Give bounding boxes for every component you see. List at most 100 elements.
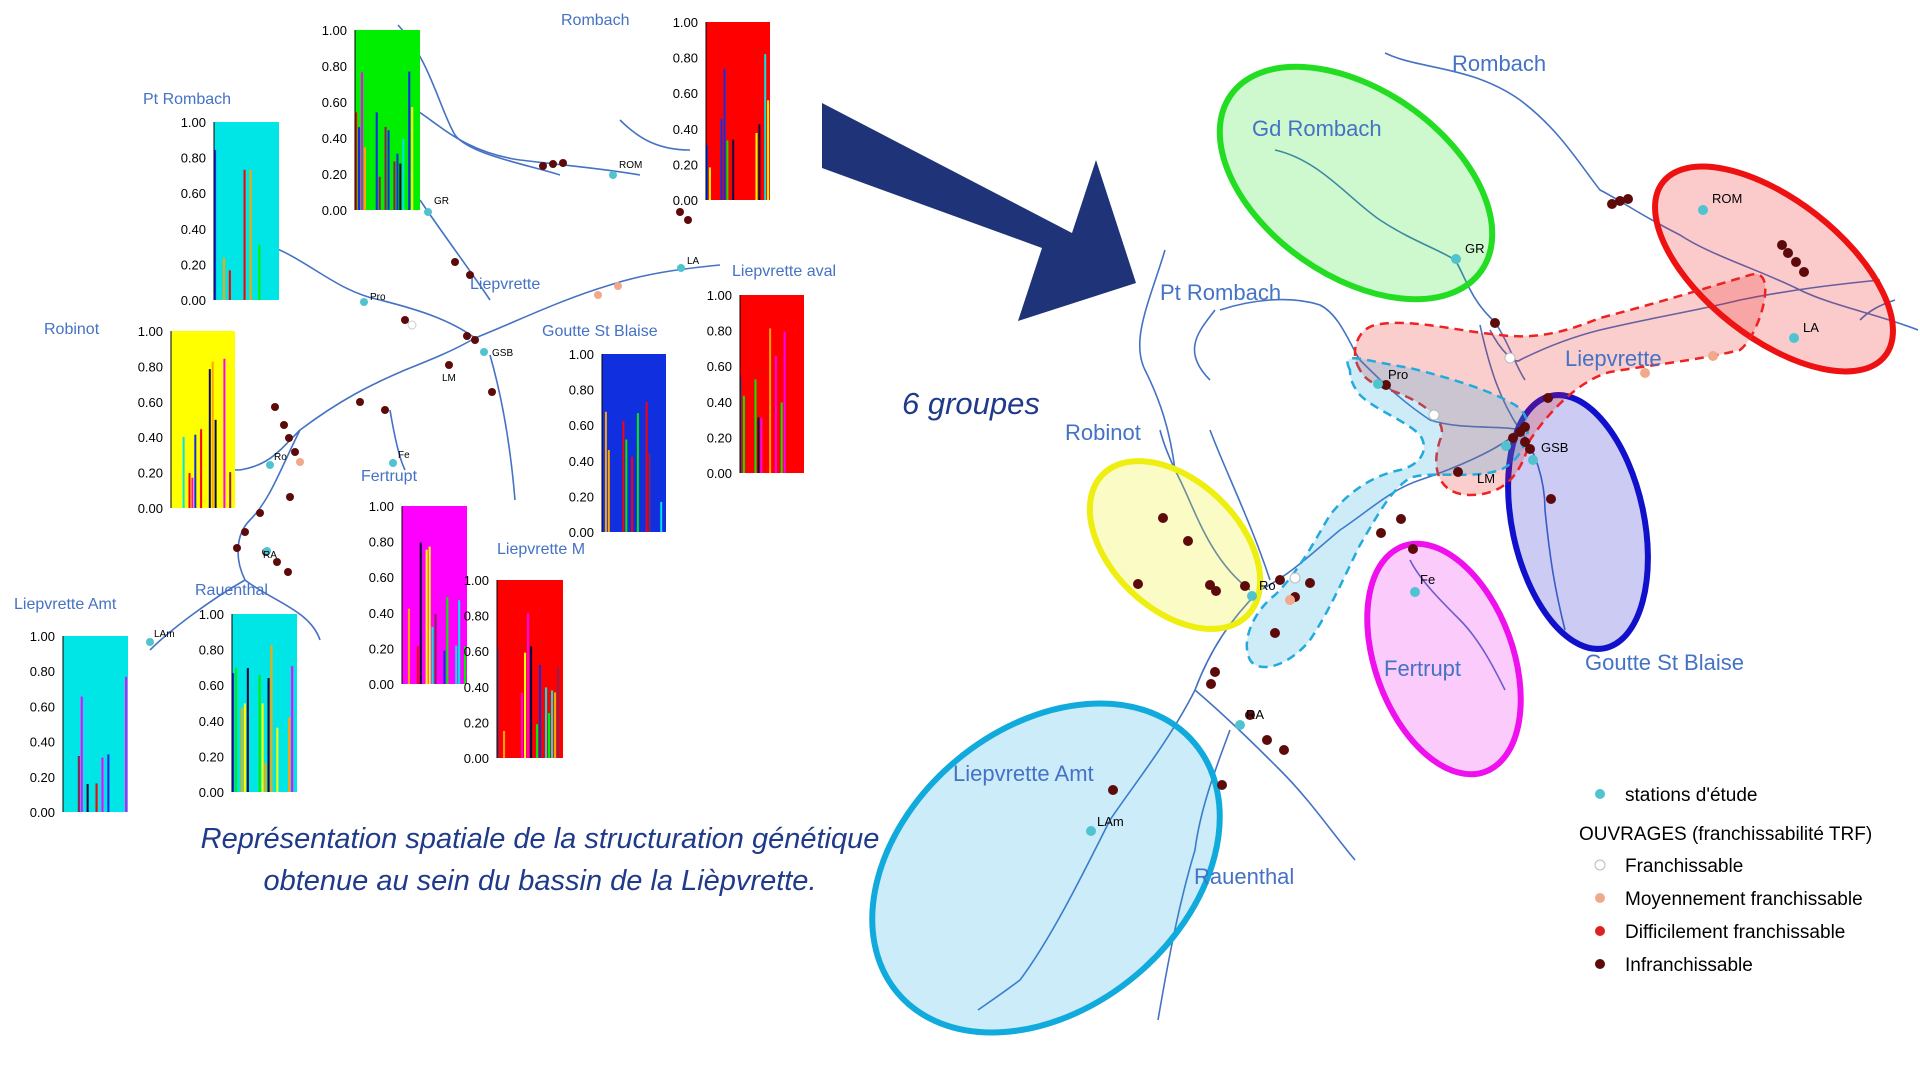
plot-tick-label: 0.20 bbox=[181, 257, 206, 272]
plot-tick-label: 0.00 bbox=[30, 805, 55, 820]
right-partial-obstacles bbox=[1285, 351, 1718, 605]
plot-bar bbox=[378, 176, 381, 210]
code-fe-right: Fe bbox=[1420, 572, 1435, 587]
plot-bar bbox=[358, 127, 361, 210]
label-rauenthal-left: Rauenthal bbox=[195, 582, 268, 599]
plot-bar bbox=[645, 401, 648, 532]
code-gsb-right: GSB bbox=[1541, 440, 1568, 455]
plot-tick-label: 0.60 bbox=[322, 95, 347, 110]
plot-bar bbox=[464, 646, 467, 684]
plot-bar bbox=[228, 270, 231, 300]
plot-bar bbox=[240, 707, 243, 792]
plot-bar bbox=[732, 139, 735, 200]
code-gsb: GSB bbox=[492, 348, 513, 359]
structure-plots: 1.00 0.80 0.60 0.40 0.20 0.00 1.00 0.80 0.60 0.40… bbox=[30, 15, 804, 820]
plot-tick-label: 0.40 bbox=[707, 395, 732, 410]
label-rauenthal-right: Rauenthal bbox=[1194, 864, 1294, 889]
plot-bar bbox=[554, 692, 557, 758]
plot-tick-label: 0.40 bbox=[673, 122, 698, 137]
plot-tick-label: 0.80 bbox=[199, 643, 224, 658]
group-rombach bbox=[1652, 163, 1896, 375]
plot-tick-label: 0.60 bbox=[138, 395, 163, 410]
plot-tick-label: 0.40 bbox=[369, 606, 394, 621]
label-liepvrette-left: Liepvrette bbox=[470, 276, 540, 293]
plot-bar bbox=[625, 439, 628, 532]
plot-bar bbox=[232, 673, 235, 792]
left-stations bbox=[146, 171, 685, 646]
plot-bar bbox=[780, 402, 783, 473]
plot-bar bbox=[101, 757, 104, 812]
plot-tick-label: 0.00 bbox=[369, 677, 394, 692]
legend-franchissable: Franchissable bbox=[1625, 856, 1743, 877]
code-gr: GR bbox=[434, 196, 449, 207]
plot-bar bbox=[631, 456, 634, 532]
right-obstacles bbox=[1108, 194, 1809, 795]
plot-bar bbox=[708, 167, 711, 200]
plot-bar bbox=[783, 331, 786, 473]
plot-bar bbox=[434, 614, 437, 684]
plot-tick-label: 0.80 bbox=[369, 535, 394, 550]
plot-bar bbox=[408, 71, 411, 210]
plot-bar bbox=[521, 692, 524, 758]
code-lm-right: LM bbox=[1477, 471, 1495, 486]
label-rombach-left: Rombach bbox=[561, 12, 629, 29]
structure-plot-rauenthal: 1.00 0.80 0.60 0.40 0.20 0.00 bbox=[199, 607, 297, 800]
legend-stations: stations d'étude bbox=[1625, 785, 1758, 806]
plot-tick-label: 1.00 bbox=[138, 324, 163, 339]
plot-bar bbox=[246, 668, 249, 792]
plot-bar bbox=[264, 763, 267, 792]
plot-tick-label: 1.00 bbox=[369, 499, 394, 514]
label-liepvrette-aval-left: Liepvrette aval bbox=[732, 263, 836, 280]
group-fertrupt bbox=[1364, 540, 1524, 778]
transition-arrow bbox=[822, 103, 1136, 321]
structure-plot-gd-rombach: 1.00 0.80 0.60 0.40 0.20 0.00 bbox=[322, 23, 420, 218]
caption-line-1: Représentation spatiale de la structurat… bbox=[200, 823, 880, 855]
groups-label: 6 groupes bbox=[902, 386, 1040, 421]
plot-bar bbox=[726, 140, 729, 200]
plot-bar bbox=[757, 417, 760, 473]
code-ra-right: RA bbox=[1246, 707, 1264, 722]
plot-bar bbox=[396, 153, 399, 210]
caption: Représentation spatiale de la structurat… bbox=[150, 818, 930, 902]
plot-bar bbox=[443, 650, 446, 684]
structure-plot-rombach: 1.00 0.80 0.60 0.40 0.20 0.00 bbox=[673, 15, 770, 208]
legend-infranchissable: Infranchissable bbox=[1625, 955, 1753, 976]
plot-tick-label: 1.00 bbox=[30, 629, 55, 644]
plot-bar bbox=[393, 161, 396, 210]
plot-bar bbox=[194, 434, 197, 508]
plot-bar bbox=[774, 356, 777, 473]
plot-bar bbox=[200, 429, 203, 508]
code-rom-right: ROM bbox=[1712, 191, 1742, 206]
plot-bar bbox=[548, 713, 551, 758]
plot-bar bbox=[223, 358, 226, 508]
plot-bar bbox=[604, 411, 607, 532]
plot-tick-label: 0.80 bbox=[30, 664, 55, 679]
caption-line-2: obtenue au sein du bassin de la Lièpvret… bbox=[263, 865, 817, 897]
plot-tick-label: 0.60 bbox=[569, 418, 594, 433]
plot-bar bbox=[214, 149, 217, 300]
plot-bar bbox=[258, 244, 261, 300]
plot-tick-label: 0.80 bbox=[322, 59, 347, 74]
structure-plot-fertrupt: 1.00 0.80 0.60 0.40 0.20 0.00 bbox=[369, 499, 467, 692]
code-fe: Fe bbox=[398, 450, 410, 461]
plot-bar bbox=[527, 613, 530, 758]
plot-bar bbox=[355, 112, 358, 210]
plot-tick-label: 0.60 bbox=[181, 186, 206, 201]
plot-bar bbox=[77, 756, 80, 812]
plot-bar bbox=[399, 163, 402, 210]
plot-bar bbox=[407, 608, 410, 684]
plot-bar bbox=[191, 477, 194, 508]
plot-tick-label: 0.60 bbox=[464, 644, 489, 659]
plot-tick-label: 0.40 bbox=[181, 222, 206, 237]
plot-bar bbox=[536, 724, 539, 758]
group-liepvrette-blue bbox=[1245, 357, 1529, 669]
plot-bar bbox=[425, 549, 428, 684]
legend-moyennement-marker bbox=[1595, 893, 1605, 903]
code-gr-right: GR bbox=[1465, 241, 1485, 256]
plot-bar bbox=[758, 124, 761, 200]
plot-tick-label: 0.60 bbox=[30, 699, 55, 714]
plot-bar bbox=[229, 472, 232, 508]
label-robinot-right: Robinot bbox=[1065, 420, 1141, 445]
plot-bar bbox=[208, 369, 211, 508]
plot-tick-label: 1.00 bbox=[199, 607, 224, 622]
